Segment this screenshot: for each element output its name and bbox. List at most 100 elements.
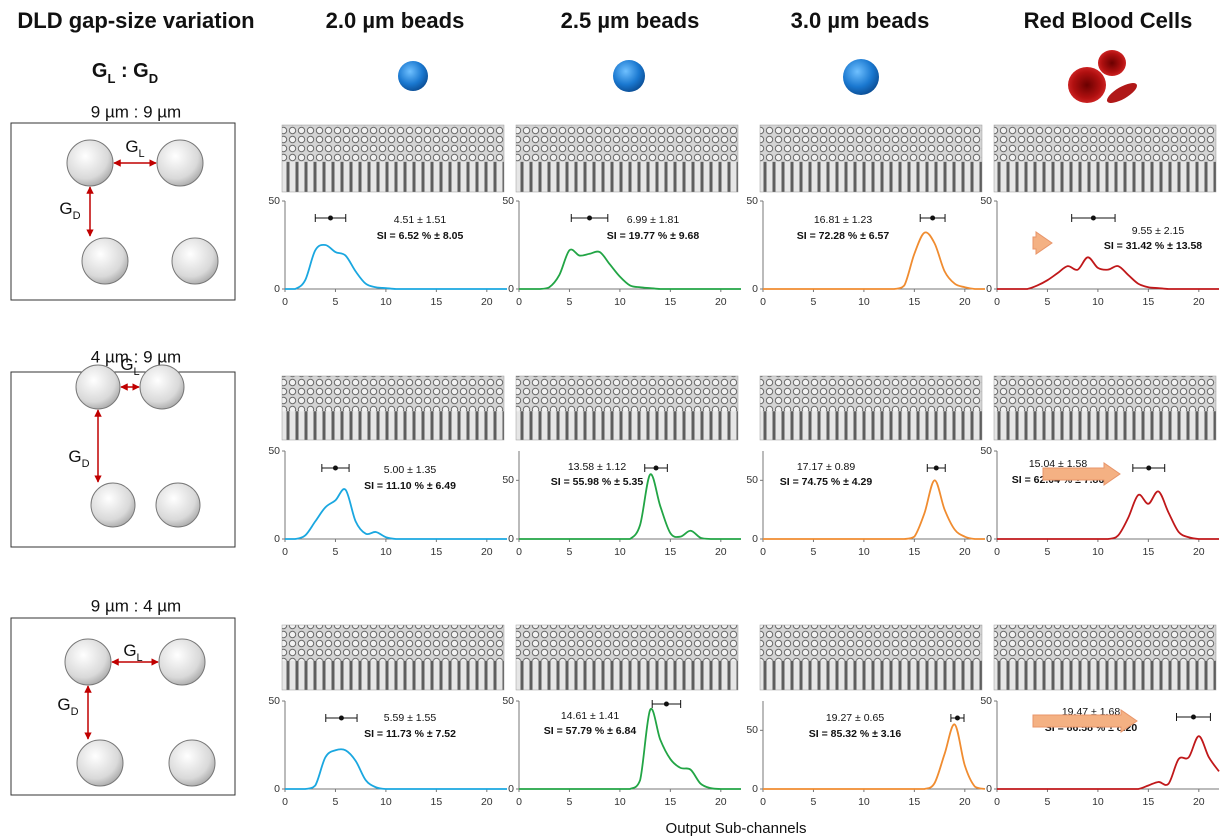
- x-tick-label: 5: [1045, 796, 1051, 808]
- x-tick-label: 5: [811, 796, 817, 808]
- row-label: 9 µm : 4 µm: [91, 596, 181, 615]
- mean-label: 15.04 ± 1.58: [1029, 458, 1087, 470]
- micrograph: [282, 411, 504, 440]
- y-tick-label: 0: [274, 283, 280, 295]
- x-tick-label: 5: [1045, 296, 1051, 308]
- x-tick-label: 20: [1193, 796, 1205, 808]
- x-tick-label: 15: [431, 796, 443, 808]
- x-tick-label: 10: [858, 546, 870, 558]
- gl-label: GL: [120, 355, 139, 377]
- x-tick-label: 15: [665, 796, 677, 808]
- x-tick-label: 10: [858, 796, 870, 808]
- line-series: [762, 479, 985, 540]
- mean-label: 5.59 ± 1.55: [384, 712, 437, 724]
- y-tick-label: 50: [980, 195, 992, 207]
- y-tick-label: 50: [746, 474, 758, 486]
- si-label: SI = 31.42 % ± 13.58: [1104, 240, 1202, 252]
- mean-label: 17.17 ± 0.89: [797, 461, 855, 473]
- shift-arrow: [1032, 231, 1053, 255]
- gl-sub: L: [134, 366, 140, 378]
- micrograph-frame: [281, 624, 505, 691]
- rbc-icon: [1068, 50, 1138, 103]
- x-tick-label: 15: [909, 296, 921, 308]
- micrograph: [516, 125, 738, 162]
- micrograph: [994, 625, 1216, 661]
- mean-label: 19.27 ± 0.65: [826, 712, 884, 724]
- mean-label: 5.00 ± 1.35: [384, 464, 437, 476]
- x-tick-label: 20: [715, 546, 727, 558]
- mean-point: [338, 715, 344, 721]
- y-tick-label: 50: [980, 695, 992, 707]
- micrograph: [760, 625, 982, 661]
- mean-point: [653, 465, 659, 471]
- y-tick-label: 0: [274, 533, 280, 545]
- si-label: SI = 19.77 % ± 9.68: [607, 230, 700, 242]
- x-tick-label: 20: [481, 296, 493, 308]
- x-tick-label: 5: [333, 296, 339, 308]
- mean-label: 4.51 ± 1.51: [394, 214, 447, 226]
- x-tick-label: 15: [909, 546, 921, 558]
- line-series: [762, 723, 986, 790]
- gd-sub: D: [71, 706, 79, 718]
- y-tick-label: 50: [268, 445, 280, 457]
- column-title: 3.0 µm beads: [791, 8, 930, 33]
- y-tick-label: 50: [502, 695, 514, 707]
- line-series: [285, 243, 507, 290]
- x-tick-label: 20: [715, 796, 727, 808]
- line-series: [518, 707, 741, 790]
- x-tick-label: 15: [431, 296, 443, 308]
- ratio-sep: :: [115, 60, 133, 82]
- micrograph: [516, 625, 738, 661]
- x-tick-label: 0: [994, 796, 1000, 808]
- x-tick-label: 0: [516, 546, 522, 558]
- mean-point: [933, 465, 939, 471]
- mean-label: 14.61 ± 1.41: [561, 710, 619, 722]
- x-tick-label: 15: [665, 296, 677, 308]
- shift-arrow: [1032, 709, 1138, 733]
- x-tick-label: 5: [333, 796, 339, 808]
- si-label: SI = 57.79 % ± 6.84: [544, 725, 637, 737]
- gap-diagram: [10, 617, 236, 796]
- column-title: 2.0 µm beads: [326, 8, 465, 33]
- gap-diagram: [10, 364, 236, 548]
- gl-g: G: [125, 137, 138, 156]
- micrograph-frame: [515, 124, 739, 193]
- bead-icon: [843, 59, 879, 95]
- y-tick-label: 0: [508, 283, 514, 295]
- mean-point: [663, 701, 669, 707]
- mean-point: [1090, 215, 1096, 221]
- x-tick-label: 20: [959, 796, 971, 808]
- ratio-g: G: [133, 60, 149, 82]
- y-tick-label: 50: [746, 724, 758, 736]
- micrograph: [760, 376, 982, 412]
- x-tick-label: 0: [994, 296, 1000, 308]
- gd-sub: D: [82, 458, 90, 470]
- micrograph: [994, 161, 1216, 192]
- x-tick-label: 20: [959, 546, 971, 558]
- x-tick-label: 15: [1143, 796, 1155, 808]
- micrograph: [994, 411, 1216, 440]
- line-series: [996, 490, 1219, 540]
- x-tick-label: 20: [1193, 546, 1205, 558]
- x-tick-label: 10: [1092, 296, 1104, 308]
- mean-point: [1146, 465, 1152, 471]
- y-tick-label: 50: [502, 474, 514, 486]
- y-tick-label: 50: [268, 195, 280, 207]
- x-tick-label: 10: [614, 296, 626, 308]
- x-tick-label: 10: [858, 296, 870, 308]
- x-tick-label: 20: [959, 296, 971, 308]
- mean-point: [587, 215, 593, 221]
- y-tick-label: 0: [986, 283, 992, 295]
- column-title: Red Blood Cells: [1024, 8, 1193, 33]
- x-tick-label: 10: [1092, 796, 1104, 808]
- micrograph: [994, 125, 1216, 162]
- micrograph: [516, 376, 738, 412]
- y-tick-label: 0: [752, 283, 758, 295]
- x-tick-label: 5: [567, 546, 573, 558]
- bead-icon: [398, 61, 428, 91]
- micrograph: [994, 660, 1216, 690]
- x-tick-label: 10: [614, 796, 626, 808]
- y-tick-label: 0: [274, 783, 280, 795]
- header-title: DLD gap-size variation: [17, 8, 254, 33]
